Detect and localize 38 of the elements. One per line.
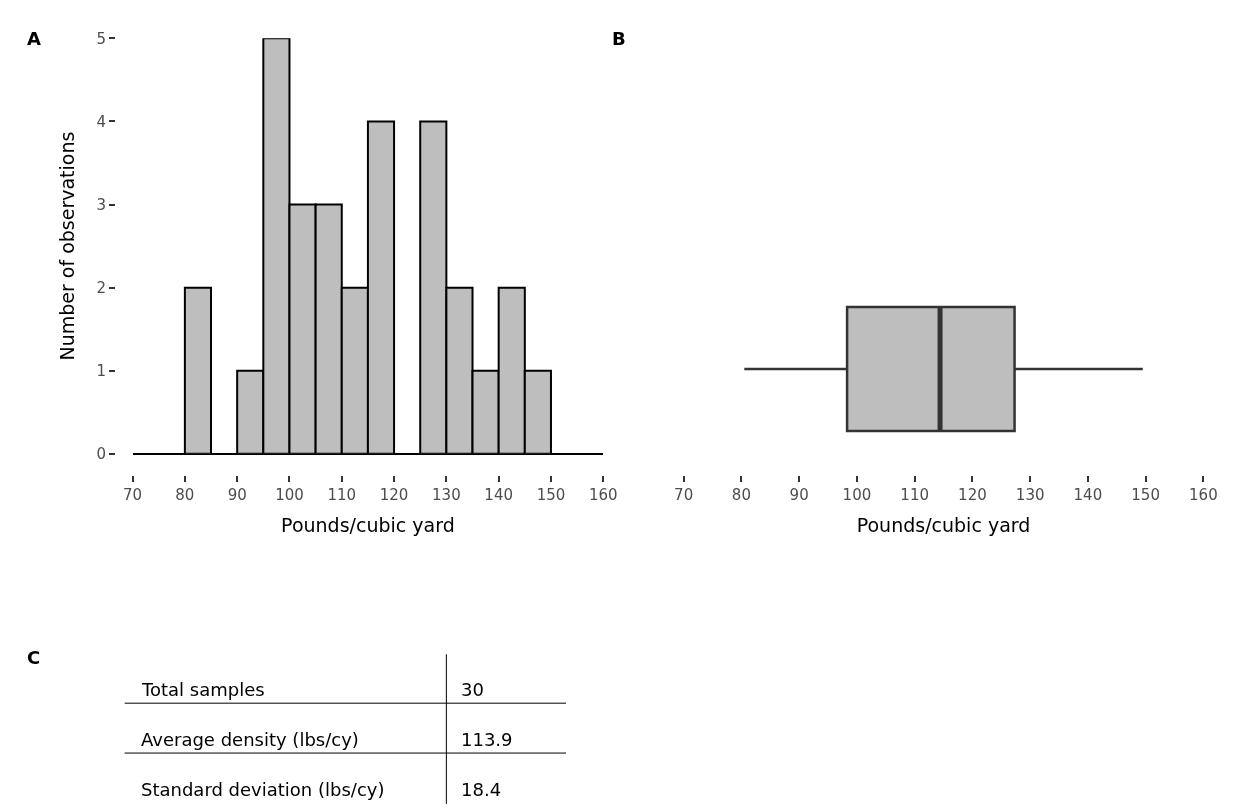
text: C <box>27 647 41 668</box>
text: 113.9 <box>461 729 513 750</box>
x-tick-label: 100 <box>275 486 304 505</box>
text: Standard deviation (lbs/cy) <box>141 779 385 800</box>
x-tick-label: 110 <box>900 486 929 505</box>
chart-title: A <box>27 28 41 49</box>
x-tick-label: 120 <box>379 486 409 505</box>
y-tick-label: 1 <box>96 362 106 381</box>
x-tick-label: 80 <box>175 486 195 505</box>
y-tick-label: 5 <box>96 29 106 48</box>
x-tick-label: 70 <box>123 486 143 505</box>
text: 18.4 <box>461 779 502 800</box>
x-axis-title: Pounds/cubic yard <box>281 514 455 537</box>
x-tick-label: 130 <box>1015 486 1045 505</box>
x-tick-label: 90 <box>227 486 247 505</box>
text: Average density (lbs/cy) <box>141 729 359 750</box>
x-tick-label: 160 <box>1189 486 1218 505</box>
x-tick-label: 140 <box>1073 486 1103 505</box>
x-tick-label: 70 <box>674 486 694 505</box>
chart-title: B <box>612 28 626 49</box>
x-tick-label: 140 <box>484 486 513 505</box>
x-axis-title: Pounds/cubic yard <box>856 514 1031 537</box>
y-axis-title: Number of observations <box>56 131 79 361</box>
y-tick-label: 4 <box>96 112 106 131</box>
x-tick-label: 130 <box>432 486 461 505</box>
x-tick-label: 150 <box>536 486 566 505</box>
x-tick-label: 90 <box>789 486 809 505</box>
y-tick-label: 0 <box>96 445 106 464</box>
x-tick-label: 120 <box>958 486 987 505</box>
text: Total samples <box>141 679 265 700</box>
x-tick-label: 160 <box>588 486 618 505</box>
text: 30 <box>461 679 484 700</box>
x-tick-label: 80 <box>731 486 751 505</box>
x-tick-label: 100 <box>842 486 872 505</box>
y-tick-label: 3 <box>96 195 106 214</box>
y-tick-label: 2 <box>96 278 106 297</box>
x-tick-label: 150 <box>1131 486 1160 505</box>
x-tick-label: 110 <box>327 486 357 505</box>
